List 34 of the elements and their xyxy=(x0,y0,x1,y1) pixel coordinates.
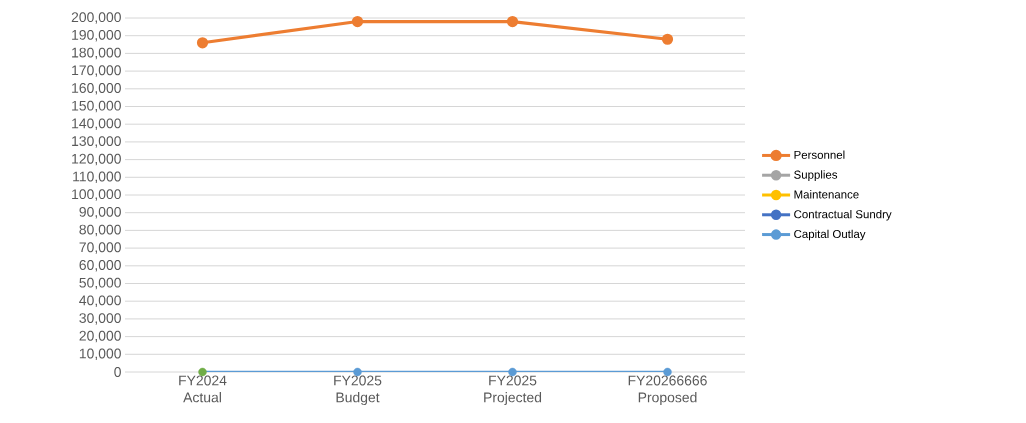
y-tick-label: 30,000 xyxy=(79,313,121,325)
y-tick-label: 20,000 xyxy=(79,330,121,343)
y-tick-label: 190,000 xyxy=(72,29,121,42)
point xyxy=(351,15,364,28)
point xyxy=(196,37,209,49)
y-tick-label: 200,000 xyxy=(71,12,121,24)
legend-label: Contractual Sundry xyxy=(794,209,892,221)
y-tick-label: 100,000 xyxy=(72,189,121,201)
y-tick-label: 160,000 xyxy=(72,83,121,95)
y-tick-label: 170,000 xyxy=(72,65,121,77)
y-tick-label: 10,000 xyxy=(79,348,121,361)
y-tick-label: 40,000 xyxy=(79,295,121,307)
legend-label: Personnel xyxy=(794,150,845,159)
y-tick-label: 130,000 xyxy=(72,136,121,148)
point xyxy=(506,15,519,28)
legend-label: Capital Outlay xyxy=(794,229,866,241)
x-tick-label: FY2025 Budget xyxy=(334,375,382,406)
y-tick-label: 50,000 xyxy=(79,277,121,290)
y-tick-label: 110,000 xyxy=(73,171,121,184)
y-tick-label: 150,000 xyxy=(72,100,121,113)
y-tick-label: 80,000 xyxy=(79,224,121,237)
x-tick-label: FY2025 Projected xyxy=(484,375,542,406)
y-tick-label: 140,000 xyxy=(72,118,121,130)
y-tick-label: 90,000 xyxy=(79,206,121,219)
legend-label: Supplies xyxy=(794,170,838,181)
y-tick-label: 0 xyxy=(114,367,121,377)
x-tick-label: FY2024 Actual xyxy=(179,375,227,403)
y-tick-label: 60,000 xyxy=(79,260,121,272)
legend-label: Maintenance xyxy=(794,190,859,199)
x-tick-label: FY20266666 Proposed xyxy=(628,375,707,406)
y-tick-label: 70,000 xyxy=(79,242,121,254)
y-tick-label: 180,000 xyxy=(72,47,121,60)
y-tick-label: 120,000 xyxy=(72,153,121,166)
point xyxy=(661,33,674,45)
